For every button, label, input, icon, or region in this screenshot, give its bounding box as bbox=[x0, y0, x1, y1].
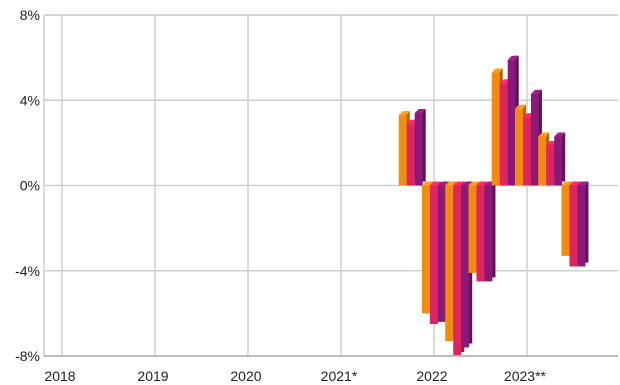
bar bbox=[414, 113, 423, 186]
bar-top bbox=[507, 55, 519, 60]
bar bbox=[561, 185, 570, 256]
bar bbox=[468, 185, 477, 273]
x-tick-label: 2020 bbox=[230, 368, 261, 384]
bar bbox=[429, 185, 438, 325]
bar-top bbox=[468, 181, 480, 186]
bar-top bbox=[569, 181, 581, 186]
x-axis-labels: 2018 2019 2020 2021* 2022 2023** bbox=[44, 368, 546, 384]
x-tick-label: 2022 bbox=[416, 368, 447, 384]
bar-top bbox=[476, 181, 488, 186]
bar-top bbox=[561, 181, 573, 186]
y-tick-label: -4% bbox=[15, 263, 40, 279]
bar bbox=[398, 115, 407, 186]
bar bbox=[453, 185, 462, 356]
y-tick-label: 4% bbox=[20, 92, 40, 108]
bar bbox=[445, 185, 454, 342]
bar-side bbox=[491, 181, 496, 278]
bar bbox=[507, 59, 516, 186]
x-tick-label: 2023** bbox=[504, 368, 547, 384]
y-axis-labels: 8% 4% 0% -4% -8% bbox=[15, 7, 40, 364]
bar-top bbox=[514, 104, 526, 109]
x-tick-label: 2018 bbox=[44, 368, 75, 384]
bar bbox=[461, 185, 470, 348]
axes bbox=[43, 14, 618, 357]
y-tick-label: 0% bbox=[20, 178, 40, 194]
bar bbox=[569, 185, 578, 267]
bar-top bbox=[554, 132, 566, 137]
bar-top bbox=[398, 111, 410, 116]
bar bbox=[421, 185, 430, 314]
bar-top bbox=[445, 181, 457, 186]
bar bbox=[538, 136, 547, 186]
bar-side bbox=[584, 181, 589, 263]
bar bbox=[406, 123, 415, 186]
bar-top bbox=[453, 181, 465, 186]
bar bbox=[522, 117, 531, 186]
bars bbox=[398, 55, 589, 356]
bar bbox=[514, 108, 523, 186]
bar-top bbox=[538, 132, 550, 137]
bar bbox=[499, 83, 508, 186]
x-tick-label: 2021* bbox=[321, 368, 358, 384]
bar bbox=[484, 185, 493, 282]
bar bbox=[554, 136, 563, 186]
bar bbox=[437, 185, 446, 322]
bar-top bbox=[491, 68, 503, 73]
x-tick-label: 2019 bbox=[137, 368, 168, 384]
bar bbox=[546, 145, 555, 186]
bar-top bbox=[429, 181, 441, 186]
bar-top bbox=[530, 89, 542, 94]
bar bbox=[476, 185, 485, 282]
bar-top bbox=[414, 109, 426, 114]
bar bbox=[530, 93, 539, 186]
bar-top bbox=[421, 181, 433, 186]
bar-side bbox=[421, 109, 426, 182]
bar bbox=[491, 72, 500, 186]
bar-top bbox=[577, 181, 589, 186]
y-tick-label: 8% bbox=[20, 7, 40, 23]
y-tick-label: -8% bbox=[15, 348, 40, 364]
bar bbox=[577, 185, 586, 267]
bar-side bbox=[561, 132, 566, 182]
